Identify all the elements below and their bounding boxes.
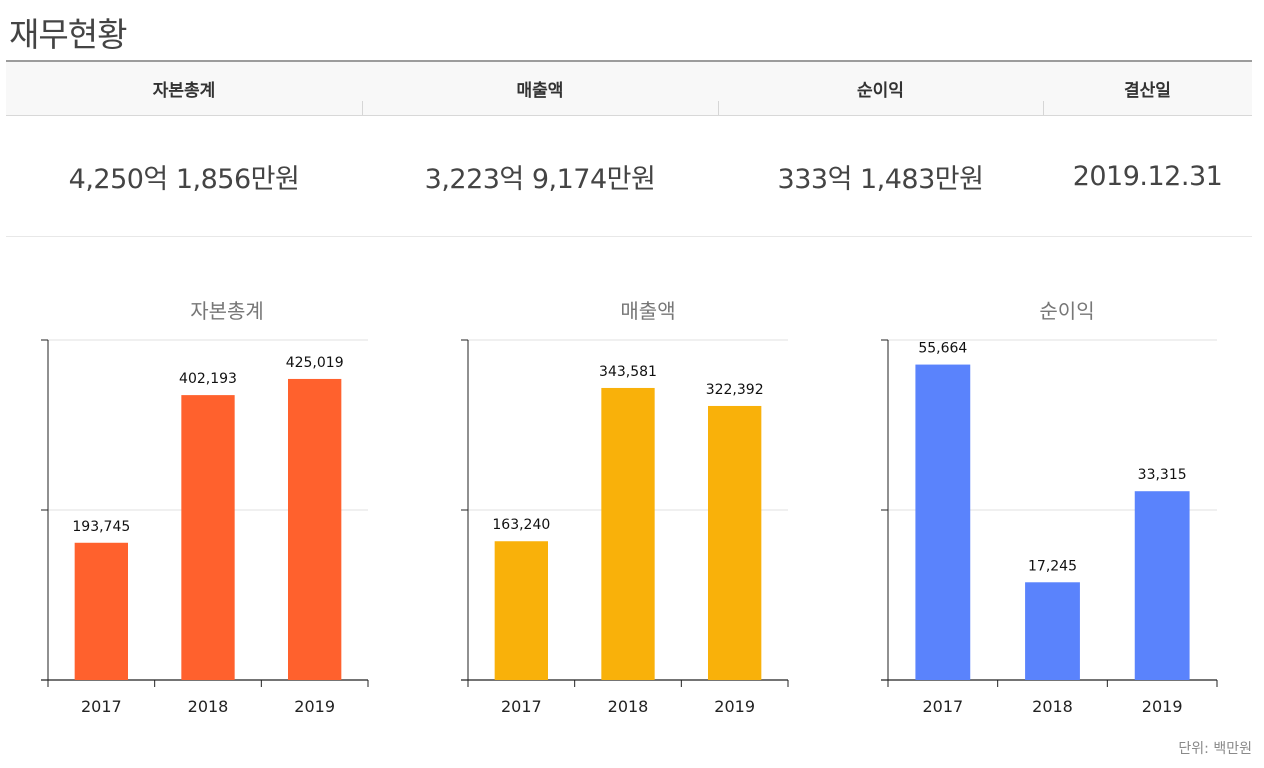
bar-2017	[494, 541, 548, 680]
data-label-2018: 402,193	[179, 371, 237, 387]
summary-value-row: 4,250억 1,856만원 3,223억 9,174만원 333억 1,483…	[6, 117, 1252, 237]
unit-label: 단위: 백만원	[1178, 741, 1252, 757]
x-tick-label-2017: 2017	[81, 697, 122, 716]
net-income-chart: 순이익 55,664 2017 17,245 2018 33,315 2019	[840, 290, 1264, 730]
summary-value-revenue: 3,223억 9,174만원	[424, 164, 656, 195]
net-income-chart-svg: 55,664 2017 17,245 2018 33,315 2019	[881, 339, 1218, 716]
title-divider	[6, 60, 1252, 62]
equity-chart: 자본총계 193,745 2017 402,193 2018 425,019 2019	[0, 290, 420, 730]
data-label-2019: 33,315	[1138, 467, 1187, 483]
data-label-2019: 425,019	[286, 355, 344, 371]
revenue-chart: 매출액 163,240 2017 343,581 2018 322,392 2019	[420, 290, 840, 730]
summary-header-row: 자본총계 매출액 순이익 결산일	[6, 62, 1252, 116]
revenue-chart-svg: 163,240 2017 343,581 2018 322,392 2019	[461, 339, 789, 716]
data-label-2019: 322,392	[706, 382, 764, 398]
data-label-2018: 17,245	[1028, 558, 1077, 574]
summary-value-net-income: 333억 1,483만원	[777, 164, 984, 195]
summary-value-equity: 4,250억 1,856만원	[68, 164, 300, 195]
x-tick-label-2017: 2017	[501, 697, 542, 716]
bar-2018	[601, 387, 655, 680]
data-label-2017: 55,664	[918, 341, 967, 357]
bar-2017	[915, 364, 971, 680]
x-tick-label-2019: 2019	[294, 697, 335, 716]
x-tick-label-2019: 2019	[714, 697, 755, 716]
equity-chart-svg: 193,745 2017 402,193 2018 425,019 2019	[41, 339, 369, 716]
x-tick-label-2017: 2017	[922, 697, 963, 716]
bar-2019	[288, 378, 342, 680]
data-label-2017: 163,240	[492, 517, 550, 533]
x-tick-label-2018: 2018	[1032, 697, 1073, 716]
revenue-chart-title: 매출액	[620, 299, 676, 323]
data-label-2017: 193,745	[72, 519, 130, 535]
bar-2019	[708, 405, 762, 680]
page-title: 재무현황	[9, 15, 127, 54]
equity-chart-title: 자본총계	[190, 299, 264, 323]
data-label-2018: 343,581	[599, 364, 657, 380]
summary-header-closing-date: 결산일	[1043, 62, 1252, 115]
summary-header-equity: 자본총계	[152, 81, 216, 101]
x-tick-label-2018: 2018	[188, 697, 229, 716]
bar-2018	[1025, 582, 1080, 680]
bar-2018	[181, 395, 235, 680]
bar-2017	[74, 542, 128, 680]
summary-value-closing-date: 2019.12.31	[1072, 161, 1223, 192]
x-tick-label-2018: 2018	[608, 697, 649, 716]
bar-2019	[1134, 491, 1190, 680]
summary-header-net-income: 순이익	[718, 62, 1043, 115]
summary-header-revenue: 매출액	[362, 62, 718, 115]
net-income-chart-title: 순이익	[1039, 299, 1095, 323]
x-tick-label-2019: 2019	[1142, 697, 1183, 716]
